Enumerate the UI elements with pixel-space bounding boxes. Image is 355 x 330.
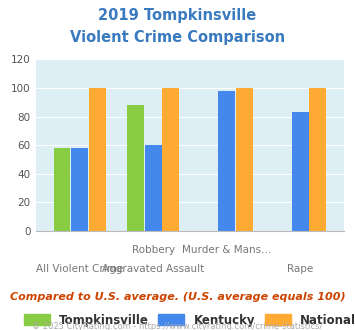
Legend: Tompkinsville, Kentucky, National: Tompkinsville, Kentucky, National [19, 309, 355, 330]
Bar [127, 105, 144, 231]
Text: All Violent Crime: All Violent Crime [36, 264, 123, 274]
Text: 2019 Tompkinsville: 2019 Tompkinsville [98, 8, 257, 23]
Text: Violent Crime Comparison: Violent Crime Comparison [70, 30, 285, 45]
Text: Murder & Mans...: Murder & Mans... [182, 245, 271, 255]
Text: Rape: Rape [287, 264, 313, 274]
Bar [54, 148, 70, 231]
Bar [145, 145, 162, 231]
Bar [218, 91, 235, 231]
Bar [236, 88, 253, 231]
Bar [71, 148, 88, 231]
Bar [89, 88, 106, 231]
Text: Compared to U.S. average. (U.S. average equals 100): Compared to U.S. average. (U.S. average … [10, 292, 345, 302]
Text: Robbery: Robbery [132, 245, 175, 255]
Bar [162, 88, 179, 231]
Text: © 2025 CityRating.com - https://www.cityrating.com/crime-statistics/: © 2025 CityRating.com - https://www.city… [32, 322, 323, 330]
Bar [310, 88, 326, 231]
Text: Aggravated Assault: Aggravated Assault [102, 264, 204, 274]
Bar [292, 112, 309, 231]
